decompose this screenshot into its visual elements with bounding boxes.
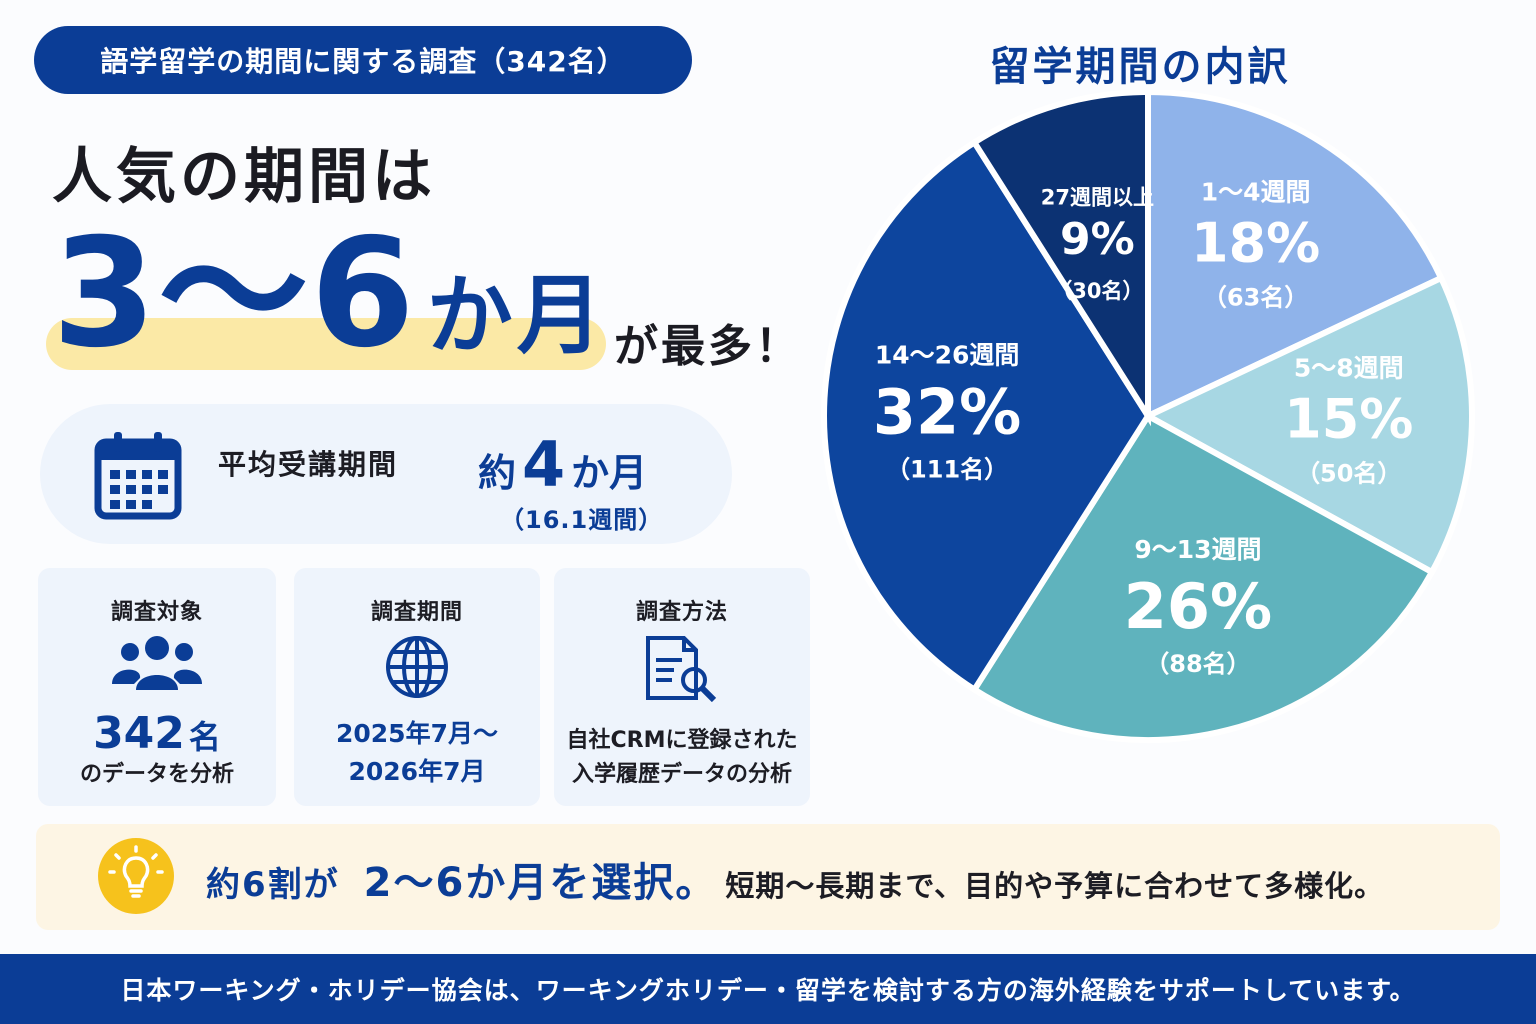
- average-value: 約 4 か月: [478, 428, 647, 501]
- insight-part1: 約6割が: [206, 865, 340, 905]
- average-number: 4: [522, 428, 566, 501]
- slice-label: 1〜4週間: [1201, 177, 1311, 206]
- card-survey-period: 調査期間 2025年7月〜 2026年7月: [294, 568, 540, 806]
- card-survey-method: 調査方法 自社CRMに登録された 入学履歴データの分析: [554, 568, 810, 806]
- people-icon: [112, 634, 202, 694]
- slice-percent: 32%: [873, 375, 1021, 448]
- insight-text: 約6割が 2〜6か月を選択。 短期〜長期まで、目的や予算に合わせて多様化。: [206, 850, 1384, 908]
- card-title: 調査対象: [110, 600, 203, 625]
- slice-percent: 15%: [1284, 387, 1413, 450]
- average-prefix: 約: [478, 451, 517, 495]
- card-period-end: 2026年7月: [348, 757, 486, 786]
- headline-highlight: [46, 318, 606, 370]
- insight-box: [36, 824, 1500, 930]
- pie-slice: [821, 138, 1152, 694]
- card-survey-target: 調査対象 342 名 のデータを分析: [38, 568, 276, 806]
- card-period-start: 2025年7月〜: [336, 719, 498, 748]
- globe-icon: [384, 634, 450, 704]
- pie-slice: [1141, 274, 1475, 577]
- card-method-line1: 自社CRMに登録された: [566, 728, 798, 753]
- pie-slice: [970, 412, 1436, 743]
- calendar-icon: [92, 430, 184, 526]
- lightbulb-icon: [98, 838, 174, 918]
- average-weeks: （16.1週間）: [500, 506, 664, 534]
- slice-count: （63名）: [1203, 284, 1308, 312]
- slice-percent: 9%: [1060, 214, 1135, 265]
- card-count-unit: 名: [188, 718, 221, 756]
- average-box: [40, 404, 732, 544]
- slice-label: 9〜13週間: [1134, 535, 1261, 564]
- headline-main: 3〜6 か月: [52, 204, 607, 384]
- card-title: 調査期間: [370, 600, 463, 625]
- card-count: 342 名: [38, 708, 276, 759]
- insight-part3: 短期〜長期まで、目的や予算に合わせて多様化。: [725, 869, 1385, 903]
- card-title: 調査方法: [635, 600, 728, 625]
- slice-count: （50名）: [1296, 459, 1401, 487]
- headline-suffix: が最多！: [614, 321, 802, 372]
- slice-count: （111名）: [886, 455, 1008, 483]
- headline-intro: 人気の期間は: [52, 142, 436, 212]
- card-count-number: 342: [93, 708, 185, 759]
- slice-label: 14〜26週間: [875, 340, 1020, 369]
- headline-range: 3〜6: [52, 207, 417, 381]
- headline-unit: か月: [426, 266, 607, 366]
- pie-slice: [970, 90, 1151, 427]
- insight-part2: 2〜6か月を選択。: [363, 860, 718, 906]
- slice-label: 5〜8週間: [1294, 353, 1404, 382]
- survey-title-pill: 語学留学の期間に関する調査（342名）: [34, 26, 692, 94]
- average-unit: か月: [571, 451, 648, 495]
- card-method-line2: 入学履歴データの分析: [571, 762, 792, 787]
- pie-slice: [1145, 90, 1446, 421]
- slice-label: 27週間以上: [1041, 185, 1154, 209]
- document-search-icon: [644, 634, 720, 706]
- footer-banner: 日本ワーキング・ホリデー協会は、ワーキングホリデー・留学を検討する方の海外経験を…: [0, 954, 1536, 1024]
- chart-title: 留学期間の内訳: [989, 44, 1291, 90]
- slice-count: （88名）: [1145, 650, 1250, 678]
- card-text: のデータを分析: [79, 762, 234, 787]
- pie-chart: 1〜4週間 18% （63名） 5〜8週間 15% （50名） 9〜13週間 26% （88名）…: [821, 90, 1475, 743]
- slice-percent: 18%: [1191, 212, 1320, 275]
- average-label: 平均受講期間: [218, 448, 399, 481]
- slice-count: （30名）: [1051, 279, 1143, 303]
- slice-percent: 26%: [1124, 570, 1272, 643]
